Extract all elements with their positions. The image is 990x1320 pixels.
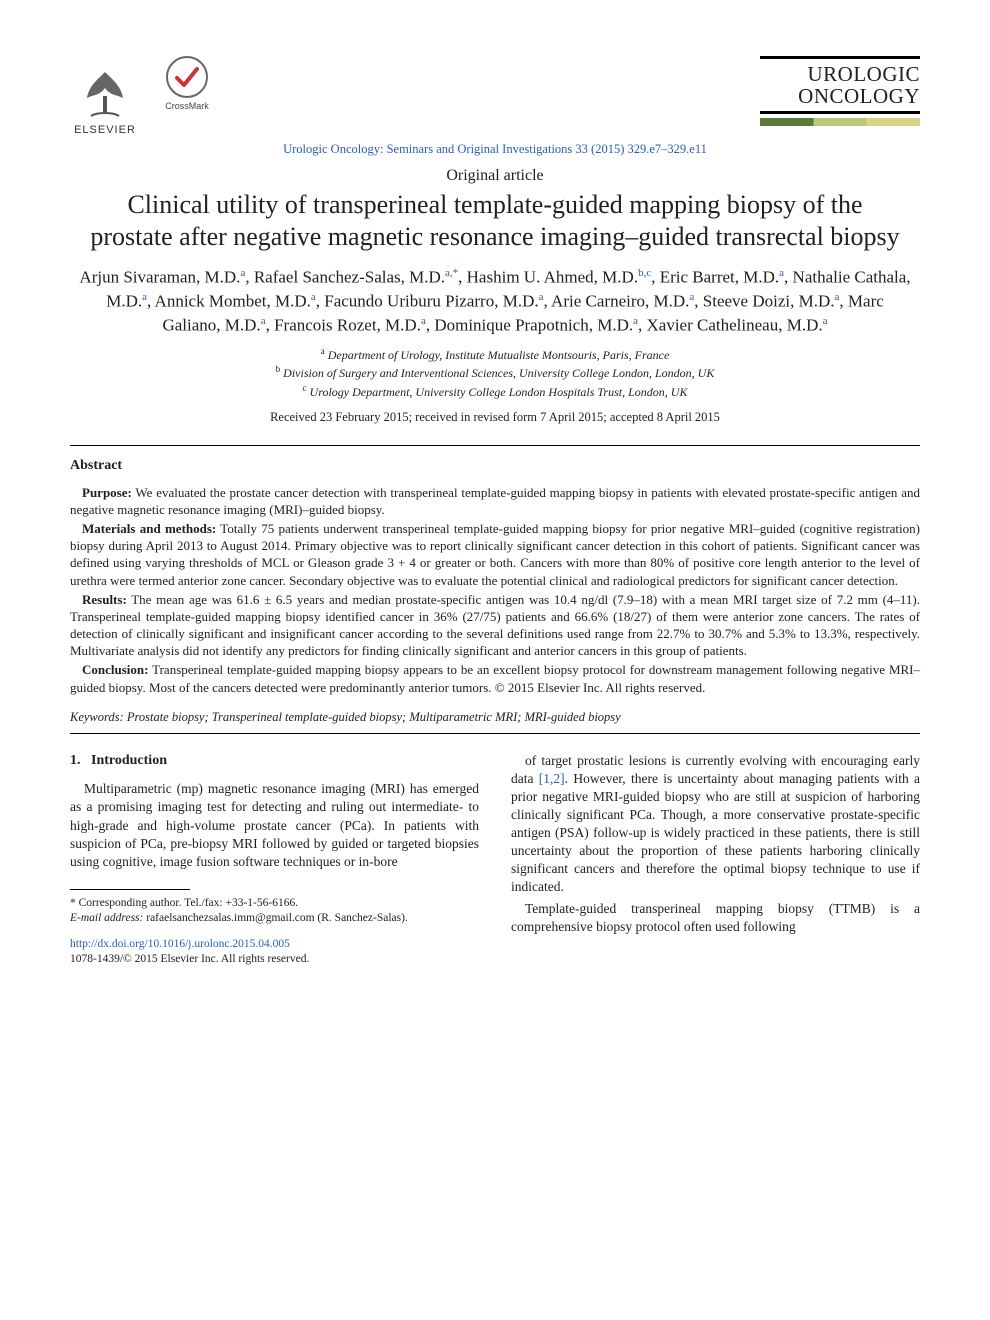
methods-label: Materials and methods: — [82, 521, 216, 536]
divider-top — [70, 445, 920, 446]
column-left: 1. Introduction Multiparametric (mp) mag… — [70, 752, 479, 968]
col2-text-b: . However, there is uncertainty about ma… — [511, 771, 920, 894]
author-list: Arjun Sivaraman, M.D.a, Rafael Sanchez-S… — [78, 266, 912, 337]
doi-link[interactable]: http://dx.doi.org/10.1016/j.urolonc.2015… — [70, 937, 479, 952]
crossmark-icon — [166, 56, 208, 98]
elsevier-logo: ELSEVIER — [70, 56, 140, 136]
affiliation-line: a Department of Urology, Institute Mutua… — [70, 345, 920, 363]
elsevier-label: ELSEVIER — [74, 124, 136, 136]
affiliations: a Department of Urology, Institute Mutua… — [70, 345, 920, 400]
copyright-line: 1078-1439/© 2015 Elsevier Inc. All right… — [70, 952, 479, 967]
results-text: The mean age was 61.6 ± 6.5 years and me… — [70, 592, 920, 658]
section-title: Introduction — [91, 753, 167, 768]
keywords-text: Prostate biopsy; Transperineal template-… — [124, 710, 621, 724]
footnote-divider — [70, 889, 190, 890]
conclusion-label: Conclusion: — [82, 662, 148, 677]
intro-para-2: of target prostatic lesions is currently… — [511, 752, 920, 897]
article-title: Clinical utility of transperineal templa… — [88, 189, 902, 252]
corresponding-author: * Corresponding author. Tel./fax: +33-1-… — [70, 896, 479, 912]
abstract-heading: Abstract — [70, 458, 920, 474]
column-right: of target prostatic lesions is currently… — [511, 752, 920, 968]
body-columns: 1. Introduction Multiparametric (mp) mag… — [70, 752, 920, 968]
journal-name-box: UROLOGIC ONCOLOGY — [760, 56, 920, 114]
abstract-purpose: Purpose: We evaluated the prostate cance… — [70, 484, 920, 518]
keywords: Keywords: Prostate biopsy; Transperineal… — [70, 710, 920, 725]
journal-name-line1: UROLOGIC — [760, 63, 920, 85]
header: ELSEVIER CrossMark UROLOGIC ONCOLOGY — [70, 56, 920, 136]
email-value: rafaelsanchezsalas.imm@gmail.com (R. San… — [143, 912, 407, 924]
divider-bottom — [70, 733, 920, 734]
article-dates: Received 23 February 2015; received in r… — [70, 410, 920, 425]
keywords-label: Keywords: — [70, 710, 124, 724]
abstract-body: Purpose: We evaluated the prostate cance… — [70, 484, 920, 696]
intro-para-1: Multiparametric (mp) magnetic resonance … — [70, 780, 479, 870]
footnotes: * Corresponding author. Tel./fax: +33-1-… — [70, 896, 479, 927]
journal-name-line2: ONCOLOGY — [760, 85, 920, 107]
article-type: Original article — [70, 167, 920, 185]
reference-link-1-2[interactable]: [1,2] — [539, 771, 565, 786]
abstract-methods: Materials and methods: Totally 75 patien… — [70, 520, 920, 589]
citation-line[interactable]: Urologic Oncology: Seminars and Original… — [70, 142, 920, 157]
publisher-logos: ELSEVIER CrossMark — [70, 56, 216, 136]
affiliation-line: b Division of Surgery and Interventional… — [70, 363, 920, 381]
elsevier-tree-icon — [77, 66, 133, 122]
crossmark-label: CrossMark — [165, 101, 209, 111]
journal-color-stripe — [760, 118, 920, 126]
results-label: Results: — [82, 592, 127, 607]
purpose-text: We evaluated the prostate cancer detecti… — [70, 485, 920, 517]
email-line: E-mail address: rafaelsanchezsalas.imm@g… — [70, 911, 479, 927]
abstract-results: Results: The mean age was 61.6 ± 6.5 yea… — [70, 591, 920, 660]
affiliation-line: c Urology Department, University College… — [70, 382, 920, 400]
purpose-label: Purpose: — [82, 485, 132, 500]
crossmark-logo[interactable]: CrossMark — [158, 56, 216, 124]
conclusion-text: Transperineal template-guided mapping bi… — [70, 662, 920, 694]
email-label: E-mail address: — [70, 912, 143, 924]
journal-logo: UROLOGIC ONCOLOGY — [760, 56, 920, 126]
section-number: 1. — [70, 753, 81, 768]
abstract-conclusion: Conclusion: Transperineal template-guide… — [70, 661, 920, 695]
intro-para-3: Template-guided transperineal mapping bi… — [511, 900, 920, 936]
section-heading: 1. Introduction — [70, 752, 479, 771]
